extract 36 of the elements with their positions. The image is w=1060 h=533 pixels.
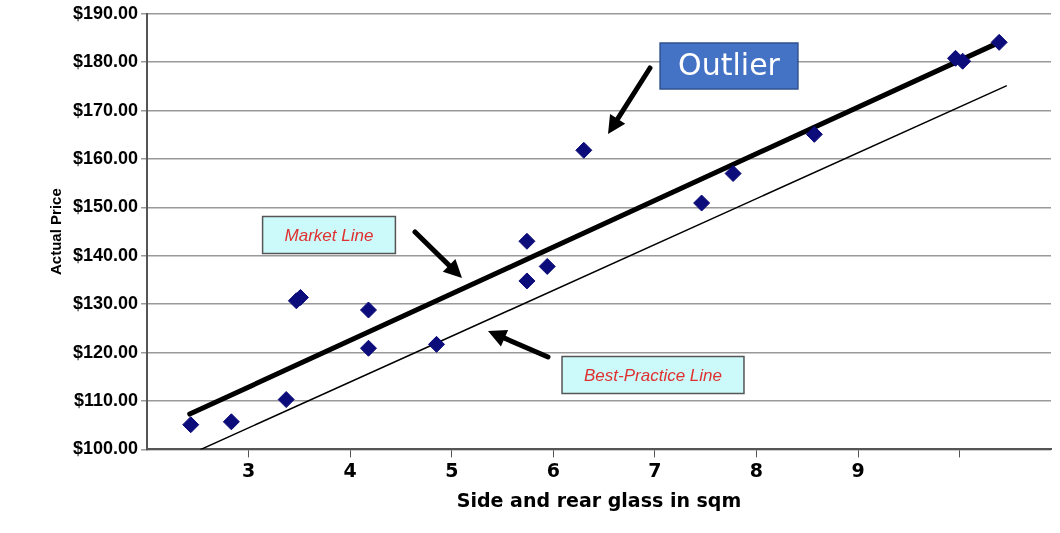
x-tick-label: 7: [648, 458, 662, 481]
x-tick-label: 4: [343, 458, 357, 481]
point: [724, 165, 742, 183]
point: [359, 339, 377, 357]
annotation: Market Line: [284, 225, 374, 245]
y-tick-label: $120.00: [72, 341, 139, 362]
point: [518, 232, 536, 250]
y-tick-label: $140.00: [72, 244, 139, 265]
y-tick-label: $100.00: [72, 438, 139, 459]
annotation: Outlier: [678, 46, 781, 82]
point: [182, 416, 200, 434]
y-tick-label: $170.00: [72, 99, 139, 120]
point: [518, 272, 536, 290]
x-tick-label: 9: [851, 458, 865, 481]
y-tick-label: $130.00: [72, 293, 139, 314]
x-axis-title: Side and rear glass in sqm: [456, 488, 742, 511]
y-axis-title: Actual Price: [47, 188, 65, 275]
x-tick-label: 5: [445, 458, 459, 481]
point: [359, 301, 377, 319]
y-tick-label: $180.00: [72, 51, 139, 72]
point: [538, 257, 556, 275]
y-tick-label: $190.00: [72, 2, 139, 23]
point: [990, 33, 1008, 51]
point: [693, 194, 711, 212]
point: [428, 335, 446, 353]
point: [222, 413, 240, 431]
point: [805, 125, 823, 143]
point: [277, 391, 295, 409]
x-tick-label: 3: [242, 458, 256, 481]
y-tick-label: $110.00: [73, 389, 139, 410]
point: [575, 141, 593, 159]
y-tick-label: $150.00: [72, 196, 139, 217]
annotation: Best-Practice Line: [584, 365, 722, 385]
x-tick-label: 8: [749, 458, 764, 481]
x-tick-label: 6: [546, 458, 560, 481]
y-tick-label: $160.00: [72, 147, 139, 168]
